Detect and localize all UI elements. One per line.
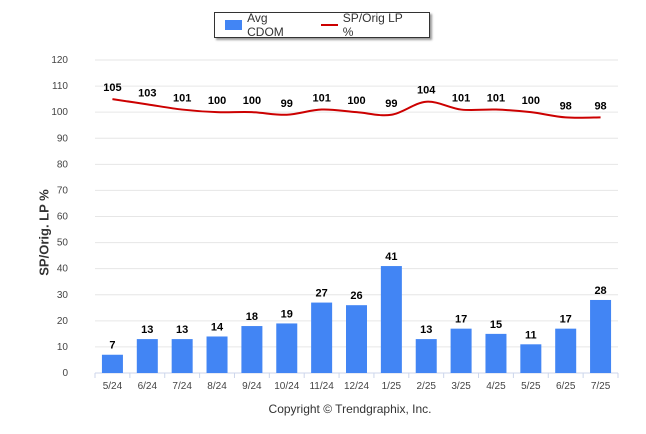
bar-data-label: 41 [385, 251, 397, 263]
line-data-label: 101 [312, 93, 330, 105]
y-tick-label: 40 [57, 264, 69, 275]
bar [276, 323, 298, 373]
bar-data-label: 27 [316, 288, 328, 300]
line-data-label: 100 [522, 95, 540, 107]
y-tick-label: 120 [51, 55, 68, 66]
bar-data-label: 17 [560, 314, 572, 326]
line-data-label: 98 [560, 100, 572, 112]
line-data-label: 101 [452, 93, 470, 105]
x-tick-label: 3/25 [451, 381, 471, 392]
line-data-label: 101 [487, 93, 505, 105]
bar [520, 344, 542, 373]
bar [380, 266, 402, 373]
line-series [112, 98, 601, 119]
legend: Avg CDOM SP/Orig LP % [214, 11, 430, 39]
x-tick-label: 5/24 [103, 381, 123, 392]
bar [311, 302, 333, 373]
copyright-text: Copyright © Trendgraphix, Inc. [268, 402, 432, 416]
line-data-label: 100 [208, 95, 226, 107]
line-data-label: 98 [594, 100, 606, 112]
bar [101, 354, 123, 373]
line-data-label: 99 [281, 98, 293, 110]
bar-data-label: 18 [246, 311, 258, 323]
line-data-label: 100 [243, 95, 261, 107]
y-tick-label: 20 [57, 316, 69, 327]
y-tick-label: 70 [57, 185, 69, 196]
bar [555, 328, 577, 373]
bar-data-label: 13 [176, 324, 188, 336]
x-tick-label: 10/24 [274, 381, 299, 392]
bar-data-label: 7 [109, 340, 115, 352]
bar-data-label: 15 [490, 319, 502, 331]
x-tick-label: 7/25 [591, 381, 611, 392]
bar [590, 299, 612, 373]
x-tick-label: 12/24 [344, 381, 369, 392]
bar [206, 336, 228, 373]
bar-data-label: 14 [211, 321, 224, 333]
bar-data-label: 19 [281, 308, 293, 320]
bar [136, 339, 158, 373]
legend-label-avg-cdom: Avg CDOM [247, 11, 284, 39]
y-tick-label: 80 [57, 159, 69, 170]
y-tick-label: 110 [52, 81, 68, 92]
y-tick-label: 100 [51, 107, 68, 118]
y-tick-label: 50 [57, 238, 69, 249]
bar [485, 333, 507, 373]
line-data-label: 99 [385, 98, 397, 110]
line-data-label: 105 [103, 82, 121, 94]
legend-item-avg-cdom[interactable]: Avg CDOM [225, 11, 305, 39]
x-tick-label: 1/25 [382, 381, 402, 392]
legend-swatch-bar [225, 20, 243, 30]
y-tick-label: 90 [57, 133, 69, 144]
y-tick-label: 30 [57, 290, 69, 301]
bar [450, 328, 472, 373]
y-tick-label: 60 [57, 212, 69, 223]
x-tick-label: 5/25 [521, 381, 541, 392]
bar-data-label: 28 [594, 285, 606, 297]
bar-data-label: 11 [525, 329, 537, 341]
bar [241, 326, 263, 373]
bar [415, 339, 437, 373]
x-tick-label: 9/24 [242, 381, 262, 392]
bar-data-label: 26 [350, 290, 362, 302]
x-tick-label: 2/25 [416, 381, 436, 392]
x-tick-label: 7/24 [172, 381, 192, 392]
y-tick-label: 10 [57, 342, 69, 353]
bar [346, 305, 367, 373]
bar-data-label: 13 [141, 324, 153, 336]
legend-swatch-line [320, 24, 338, 26]
x-tick-label: 6/24 [138, 381, 158, 392]
line-data-label: 101 [173, 93, 191, 105]
x-tick-label: 8/24 [207, 381, 227, 392]
line-data-label: 103 [138, 87, 156, 99]
legend-item-sp-orig-lp[interactable]: SP/Orig LP % [320, 11, 413, 39]
x-tick-label: 6/25 [556, 381, 576, 392]
line-data-label: 100 [347, 95, 365, 107]
x-tick-label: 11/24 [309, 381, 334, 392]
bar [171, 339, 193, 373]
bar-data-label: 13 [420, 324, 432, 336]
x-tick-label: 4/25 [486, 381, 506, 392]
bar-data-label: 17 [455, 314, 467, 326]
legend-label-sp-orig-lp: SP/Orig LP % [342, 11, 403, 39]
line-data-label: 104 [417, 85, 436, 97]
y-tick-label: 0 [62, 368, 68, 379]
